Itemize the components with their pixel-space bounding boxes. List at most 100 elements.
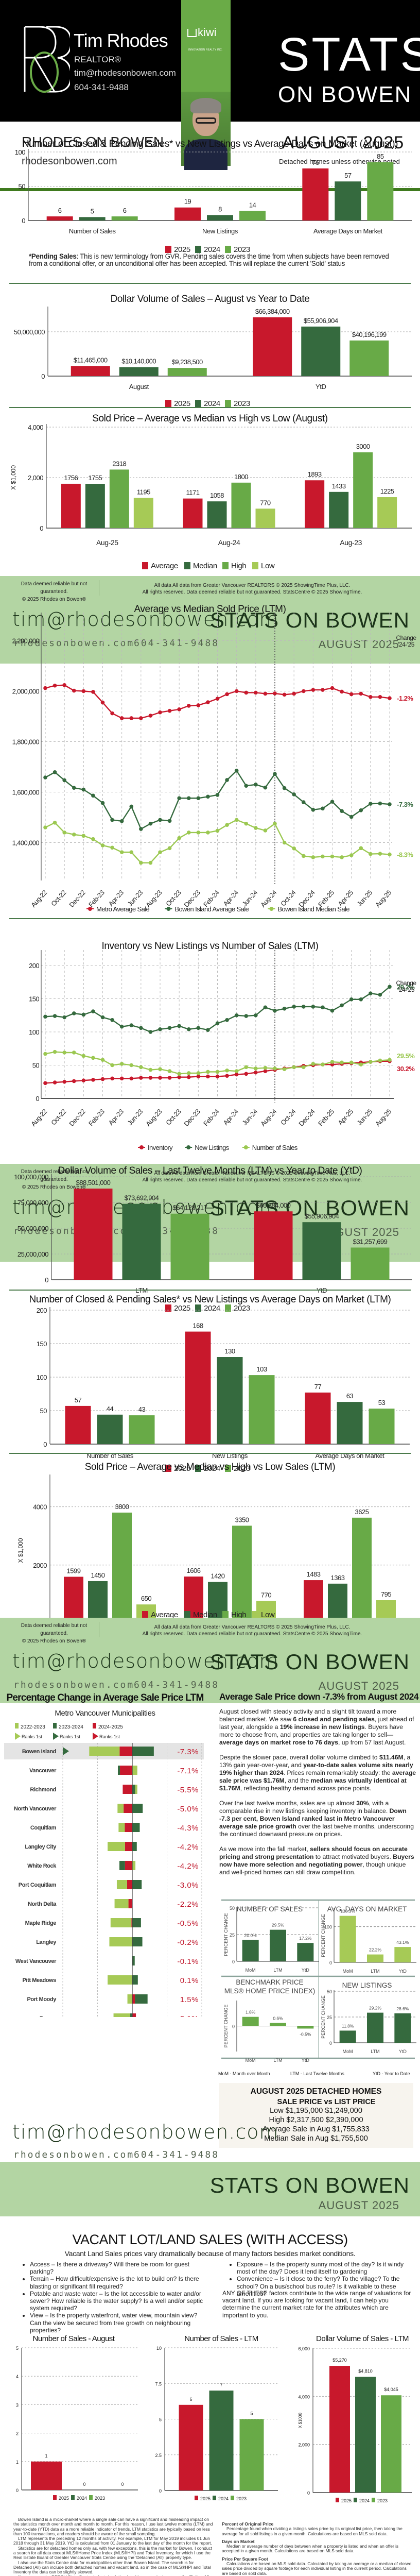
data-label: 1483: [307, 1570, 321, 1578]
x-tick-label: Feb-23: [87, 1108, 106, 1128]
legend-rank: Ranks 1st: [22, 1734, 43, 1739]
agent-email[interactable]: tim@rhodesonbowen.com: [74, 68, 176, 78]
legend-swatch: [336, 2498, 339, 2502]
data-label: 1800: [234, 473, 248, 481]
legend-marker: [243, 1145, 248, 1149]
legend-label: Median: [193, 1611, 217, 1619]
bar: [381, 2395, 401, 2493]
footer-email[interactable]: tim@rhodesonbowen.com: [12, 1650, 279, 1672]
footer-email[interactable]: tim@rhodesonbowen.com: [12, 2121, 279, 2143]
chart-subtitle: Metro Vancouver Municipalities: [55, 1709, 155, 1718]
footer-phone[interactable]: 604-341-9488: [134, 2149, 220, 2160]
data-point: [388, 696, 392, 701]
municipality-label: North Delta: [28, 1901, 57, 1907]
data-point: [388, 1058, 392, 1062]
mini-category-label: LTM: [371, 2049, 379, 2054]
data-label: 1: [45, 2453, 47, 2459]
footer-phone[interactable]: 604-341-9488: [134, 638, 220, 649]
data-point: [52, 1080, 57, 1084]
brand-website[interactable]: rhodesonbowen.com: [22, 156, 117, 167]
change-heading: Change: [396, 979, 416, 987]
bar-2024: [119, 367, 159, 376]
data-point: [301, 854, 306, 858]
category-label: YtD: [317, 1286, 327, 1294]
data-point: [139, 860, 143, 865]
footer-website[interactable]: rhodesonbowen.com: [13, 1680, 135, 1690]
bar-median: [328, 1583, 347, 1621]
legend-label: High: [231, 1611, 246, 1619]
data-point: [244, 1072, 249, 1076]
data-point: [254, 1070, 258, 1075]
term-definition: Calculations are based on MLS sold data.…: [222, 2561, 412, 2576]
data-point: [330, 686, 335, 690]
y-tick-label: 200: [29, 962, 39, 970]
y-tick-label: 0: [329, 1960, 332, 1965]
bar-2024: [122, 1204, 161, 1280]
data-label: $5,270: [332, 2358, 347, 2363]
data-point: [263, 1065, 268, 1070]
x-tick-label: Aug-22: [29, 889, 48, 909]
bar-high: [112, 1512, 132, 1621]
data-point: [158, 1076, 162, 1080]
data-point: [273, 821, 277, 826]
data-point: [215, 697, 220, 701]
data-point: [129, 804, 134, 809]
data-label: 3800: [115, 1503, 129, 1511]
x-tick-label: Dec-24: [297, 1108, 316, 1128]
x-tick-label: Aug-24: [259, 889, 278, 909]
mini-category-label: LTM: [273, 1968, 282, 1973]
abbrev-mom: MoM - Month over Month: [218, 2071, 270, 2076]
y-tick-label: 50: [327, 1989, 332, 1994]
legend-swatch: [165, 246, 171, 253]
chart-title: Number of Sales - LTM: [184, 2334, 258, 2343]
y-tick-label: 2,000: [28, 474, 43, 482]
bar-median: [88, 1581, 108, 1621]
bar-average: [183, 498, 203, 528]
chart-aug-price: Sold Price – Average vs Median vs High v…: [10, 413, 412, 570]
data-point: [215, 1021, 220, 1026]
agent-phone[interactable]: 604-341-9488: [74, 82, 129, 92]
x-tick-label: Oct-22: [49, 1108, 67, 1127]
mini-bar-label: 29.2%: [369, 2006, 382, 2011]
mini-bar-label: 29.5%: [272, 1923, 285, 1928]
data-point: [129, 1063, 134, 1067]
data-point: [139, 827, 143, 831]
data-point: [206, 700, 210, 704]
data-point: [378, 801, 382, 806]
bar-2025: [305, 1392, 331, 1444]
mini-bar: [394, 2013, 411, 2043]
footer-website[interactable]: rhodesonbowen.com: [13, 2149, 135, 2160]
y-tick-label: 50: [230, 1906, 235, 1911]
footer-email[interactable]: tim@rhodesonbowen.com: [12, 608, 279, 631]
data-point: [167, 1069, 172, 1073]
data-point: [148, 714, 153, 718]
data-point: [186, 831, 191, 835]
x-tick-label: Oct-22: [49, 889, 67, 908]
data-label: 795: [381, 1590, 391, 1598]
data-point: [340, 855, 344, 859]
data-point: [244, 1014, 249, 1018]
legend-marker: [88, 907, 92, 911]
footer-phone[interactable]: 604-341-9488: [134, 1680, 220, 1690]
data-point: [244, 1065, 249, 1070]
percent-label: -7.3%: [177, 1748, 199, 1756]
legend-label: 2025: [174, 1464, 190, 1473]
bar-median: [85, 484, 105, 528]
data-point: [254, 1066, 258, 1071]
y-axis-label: PERCENT CHANGE: [321, 1995, 326, 2039]
y-tick-label: 1: [16, 2460, 19, 2465]
footer-disclaimer: Data deemed reliable but not guaranteed.…: [21, 1169, 87, 1190]
bar-low: [255, 509, 275, 528]
data-point: [311, 808, 316, 812]
commentary-paragraph: August closed with steady activity and a…: [219, 1708, 414, 1746]
data-point: [311, 1062, 316, 1066]
y-tick-label: 4: [16, 2374, 19, 2379]
y-tick-label: 50: [19, 183, 26, 191]
category-label: New Listings: [212, 1452, 248, 1460]
mini-bar-label: 28.6%: [396, 2006, 409, 2011]
bar-segment: [114, 1899, 129, 1908]
legend-label: Average: [151, 562, 178, 570]
x-tick-label: Jun-23: [126, 1108, 144, 1127]
